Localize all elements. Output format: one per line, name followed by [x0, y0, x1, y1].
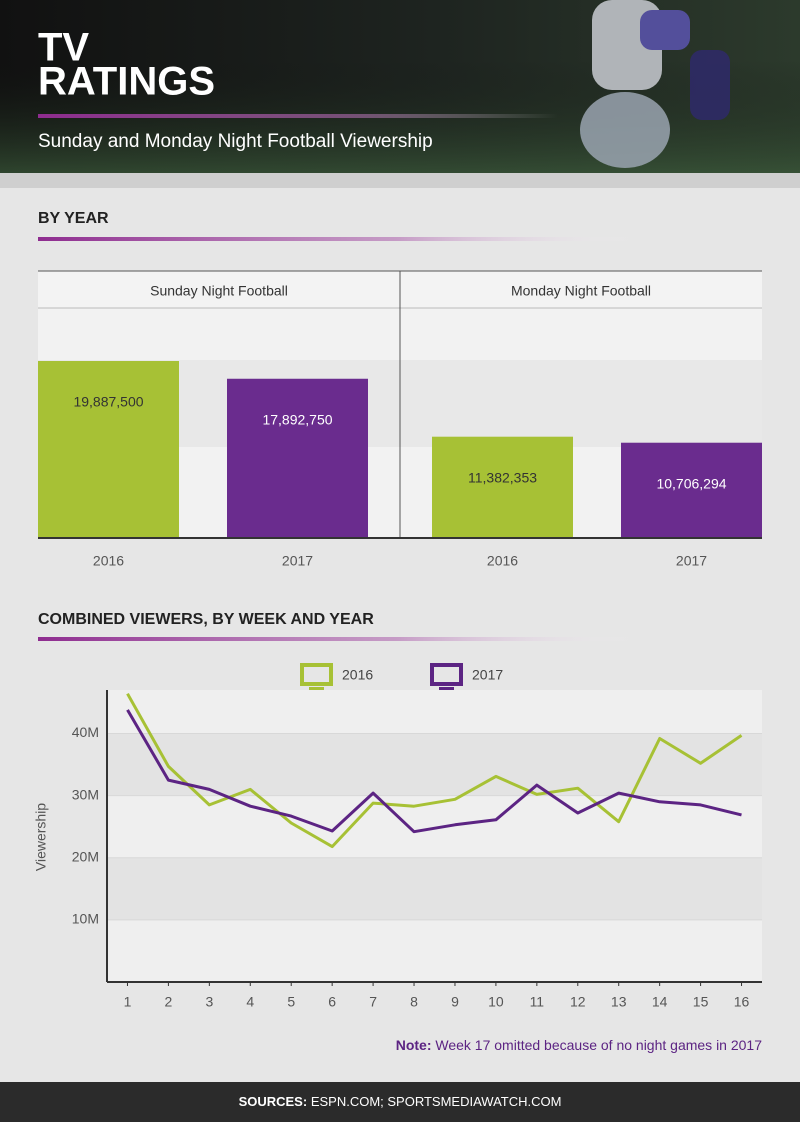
bar: [621, 442, 762, 538]
value-label: 19,887,500: [73, 394, 143, 410]
bar: [227, 378, 368, 538]
legend-label: 2017: [472, 667, 503, 683]
x-tick-label: 8: [410, 994, 418, 1010]
y-tick-label: 30M: [72, 786, 99, 802]
note: Note: Week 17 omitted because of no nigh…: [396, 1037, 763, 1053]
title-line: TV: [38, 26, 89, 70]
section-title: COMBINED VIEWERS, BY WEEK AND YEAR: [38, 611, 374, 628]
legend-label: 2016: [342, 667, 373, 683]
plot-band: [107, 919, 762, 982]
x-tick-label: 2016: [487, 553, 518, 569]
x-tick-label: 2017: [676, 553, 707, 569]
plot-band: [107, 857, 762, 920]
series-line: [126, 709, 742, 834]
x-tick-label: 2016: [93, 553, 124, 569]
x-tick-label: 3: [205, 994, 213, 1010]
x-tick-label: 9: [451, 994, 459, 1010]
legend-icon: [300, 663, 333, 686]
x-tick-label: 6: [328, 994, 336, 1010]
x-tick-label: 15: [693, 994, 709, 1010]
value-label: 17,892,750: [262, 411, 332, 427]
x-tick-label: 12: [570, 994, 586, 1010]
legend-icon: [430, 663, 463, 686]
group-label: Sunday Night Football: [150, 283, 288, 299]
plot-band: [107, 733, 762, 796]
y-tick-label: 10M: [72, 911, 99, 927]
x-tick-label: 2: [165, 994, 173, 1010]
y-axis-label: Viewership: [33, 803, 49, 871]
plot-band: [107, 795, 762, 858]
sources-text: ESPN.COM; SPORTSMEDIAWATCH.COM: [311, 1094, 562, 1109]
value-label: 10,706,294: [656, 475, 726, 491]
x-tick-label: 16: [734, 994, 750, 1010]
sources-label: SOURCES:: [239, 1094, 308, 1109]
sources: SOURCES: ESPN.COM; SPORTSMEDIAWATCH.COM: [239, 1094, 562, 1109]
section-rule: [38, 237, 638, 241]
subtitle: Sunday and Monday Night Football Viewers…: [38, 131, 433, 152]
title-line: RATINGS: [38, 60, 215, 104]
group-label: Monday Night Football: [511, 283, 651, 299]
x-tick-label: 5: [287, 994, 295, 1010]
x-tick-label: 10: [488, 994, 504, 1010]
section-rule: [38, 637, 638, 641]
section-title: BY YEAR: [38, 210, 109, 227]
plot-band: [107, 690, 762, 734]
value-label: 11,382,353: [468, 469, 537, 485]
legend-icon-stand: [309, 687, 324, 690]
bar: [38, 361, 179, 538]
footer: [0, 1082, 800, 1122]
bar: [432, 436, 573, 538]
legend-icon-stand: [439, 687, 454, 690]
note-label: Note:: [396, 1037, 432, 1053]
x-tick-label: 11: [530, 994, 545, 1010]
y-tick-label: 40M: [72, 724, 99, 740]
x-tick-label: 7: [369, 994, 377, 1010]
x-tick-label: 4: [246, 994, 254, 1010]
x-tick-label: 13: [611, 994, 627, 1010]
header-rule: [38, 114, 558, 118]
x-tick-label: 1: [124, 994, 132, 1010]
y-tick-label: 20M: [72, 848, 99, 864]
header-band: [0, 173, 800, 188]
x-tick-label: 2017: [282, 553, 313, 569]
x-tick-label: 14: [652, 994, 668, 1010]
note-text: Week 17 omitted because of no night game…: [435, 1037, 762, 1053]
header-player: [580, 0, 730, 168]
